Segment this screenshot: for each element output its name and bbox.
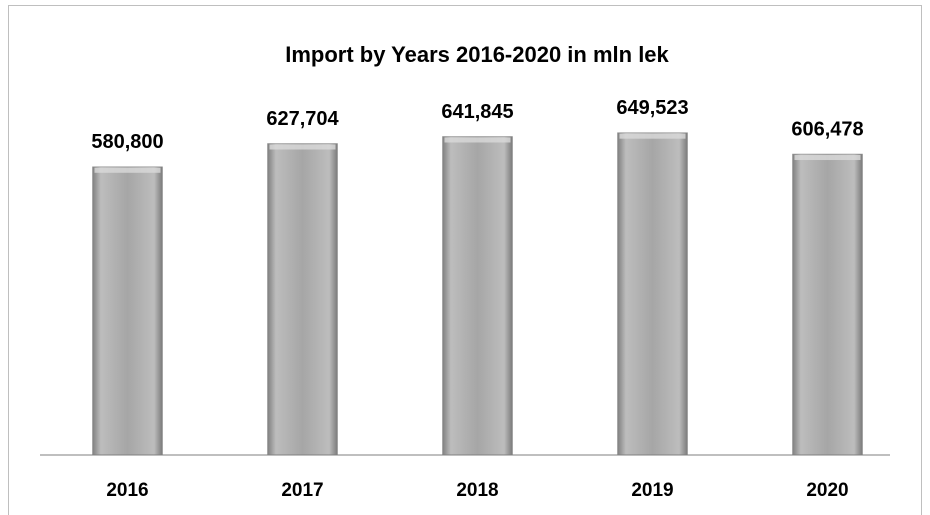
- x-tick-label: 2017: [281, 480, 323, 501]
- value-label: 580,800: [91, 131, 163, 153]
- x-tick-label: 2018: [456, 480, 498, 501]
- x-tick-label: 2020: [806, 480, 848, 501]
- bar: [442, 136, 513, 456]
- x-tick-label: 2019: [631, 480, 673, 501]
- bar-bevel: [94, 167, 161, 173]
- value-label: 641,845: [441, 101, 513, 123]
- bar-bevel: [619, 133, 686, 139]
- value-label: 606,478: [791, 118, 863, 140]
- bar: [267, 143, 338, 456]
- value-label: 649,523: [616, 97, 688, 119]
- chart-title: Import by Years 2016-2020 in mln lek: [285, 42, 669, 67]
- bar: [92, 166, 163, 456]
- bar-bevel: [269, 144, 336, 150]
- bar: [617, 132, 688, 456]
- bar-bevel: [444, 137, 511, 143]
- x-tick-label: 2016: [106, 480, 148, 501]
- bar-bevel: [794, 155, 861, 161]
- bar: [792, 153, 863, 456]
- value-label: 627,704: [266, 108, 339, 130]
